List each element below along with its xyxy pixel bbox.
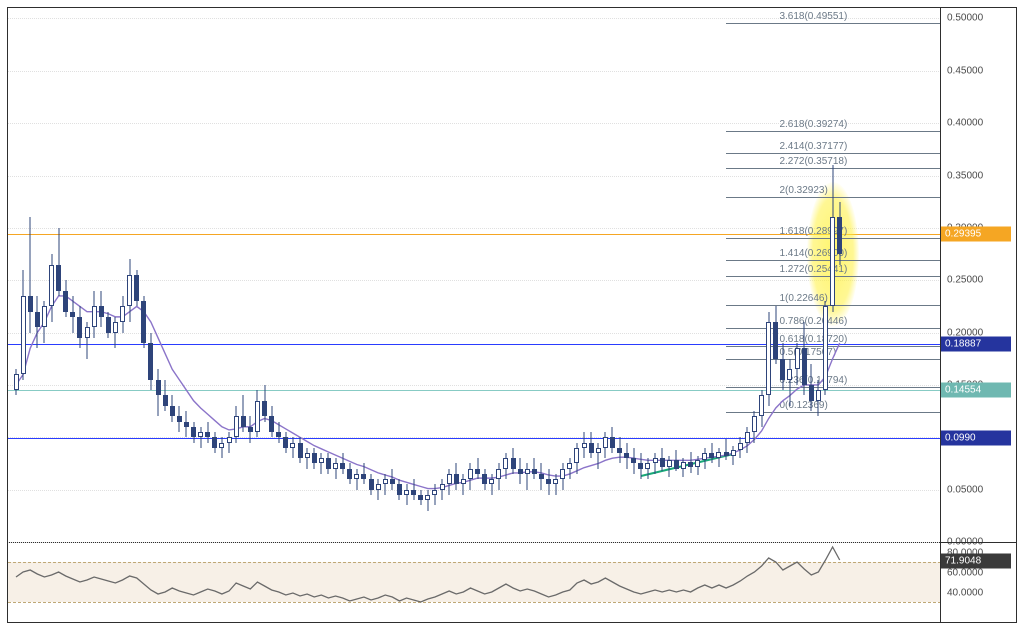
- price-tag: 0.14554: [941, 382, 1011, 397]
- price-chart-area[interactable]: 3.618(0.49551)2.618(0.39274)2.414(0.3717…: [8, 8, 941, 543]
- y-tick-label: 0.50000: [947, 13, 983, 24]
- osc-tick-label: 60.0000: [947, 568, 983, 579]
- osc-tick-label: 40.0000: [947, 588, 983, 599]
- price-tag: 0.29395: [941, 227, 1011, 242]
- oscillator-y-axis: 80.000060.000040.000071.9048: [940, 542, 1016, 622]
- y-tick-label: 0.45000: [947, 65, 983, 76]
- y-tick-label: 0.35000: [947, 170, 983, 181]
- price-tag: 0.0990: [941, 431, 1011, 446]
- moving-average-line: [8, 8, 943, 542]
- chart-container: 3.618(0.49551)2.618(0.39274)2.414(0.3717…: [7, 7, 1017, 623]
- oscillator-area[interactable]: [8, 542, 941, 622]
- oscillator-line: [8, 542, 943, 622]
- y-tick-label: 0.25000: [947, 275, 983, 286]
- osc-value-tag: 71.9048: [941, 554, 1011, 569]
- y-tick-label: 0.40000: [947, 118, 983, 129]
- price-tag: 0.18887: [941, 337, 1011, 352]
- y-tick-label: 0.05000: [947, 484, 983, 495]
- price-y-axis: 0.500000.450000.400000.350000.300000.250…: [940, 8, 1016, 542]
